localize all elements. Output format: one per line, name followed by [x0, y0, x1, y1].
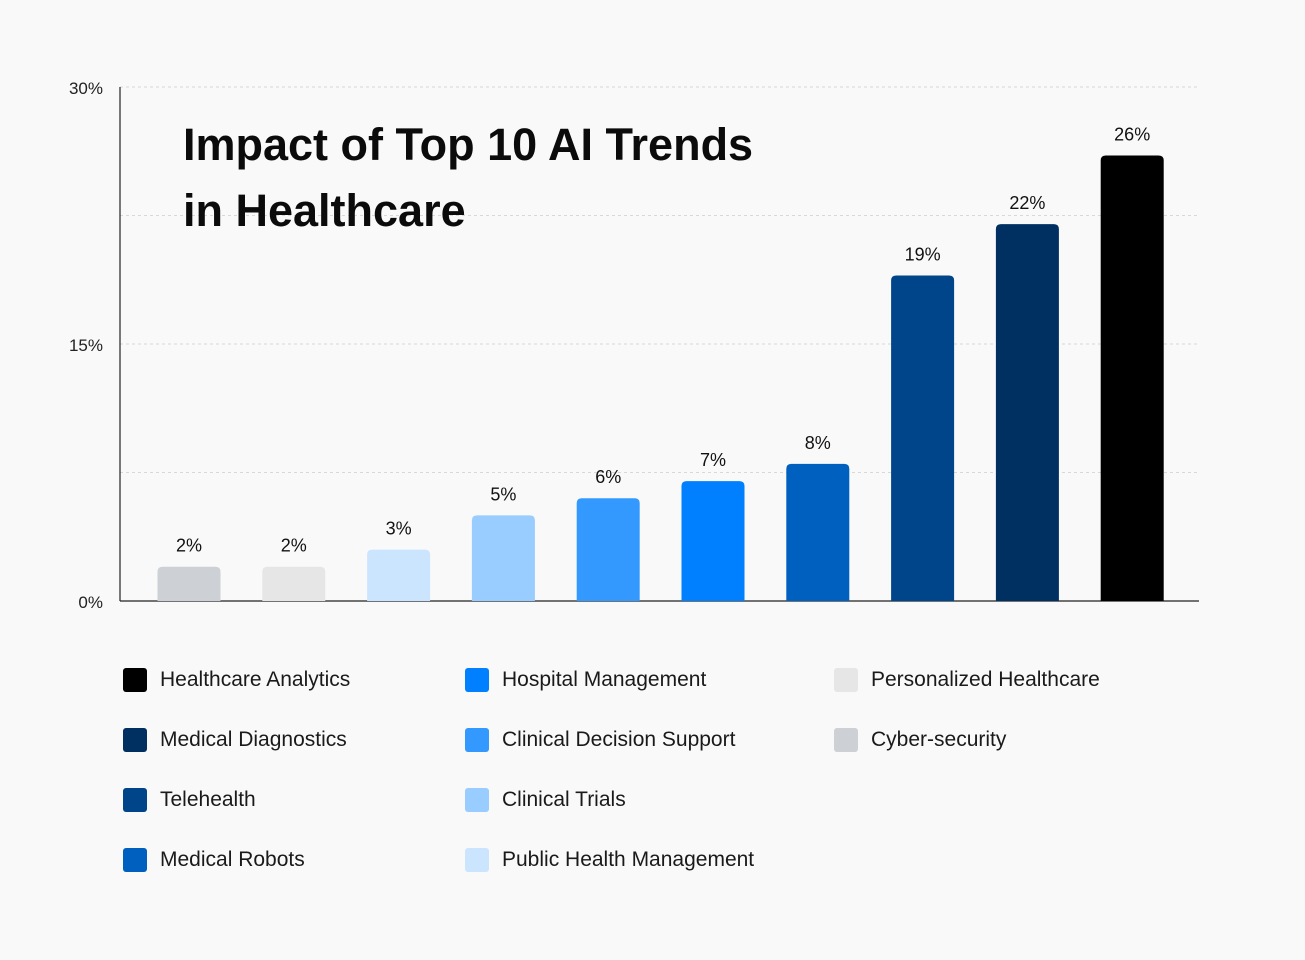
legend-label: Healthcare Analytics	[160, 668, 351, 691]
bar-medical-diagnostics	[995, 224, 1059, 602]
bar-clinical-decision-support	[576, 498, 640, 601]
bar-public-health-management	[367, 549, 431, 601]
data-label: 19%	[905, 244, 941, 264]
legend-label: Cyber-security	[871, 728, 1007, 751]
legend-item: Public Health Management	[465, 848, 754, 872]
chart-title-line-1: Impact of Top 10 AI Trends	[183, 119, 754, 170]
legend-swatch	[834, 668, 858, 692]
legend-item: Telehealth	[123, 788, 256, 812]
legend-label: Telehealth	[160, 788, 256, 811]
legend-swatch	[465, 788, 489, 812]
legend-swatch	[123, 668, 147, 692]
legend-label: Clinical Decision Support	[502, 728, 736, 751]
data-label: 26%	[1114, 125, 1150, 145]
legend-item: Healthcare Analytics	[123, 668, 350, 692]
bar-clinical-trials	[471, 515, 535, 601]
chart-title: Impact of Top 10 AI Trends in Healthcare	[183, 112, 753, 244]
legend-label: Medical Diagnostics	[160, 728, 347, 751]
legend-label: Clinical Trials	[502, 788, 626, 811]
legend-label: Medical Robots	[160, 848, 305, 871]
legend-item: Clinical Trials	[465, 788, 626, 812]
bar-medical-robots	[786, 463, 850, 601]
legend-item: Medical Diagnostics	[123, 728, 347, 752]
data-label: 6%	[595, 467, 621, 487]
legend-swatch	[465, 668, 489, 692]
bar-personalized-healthcare	[262, 566, 326, 601]
bar-cyber-security	[157, 566, 221, 601]
legend-swatch	[123, 848, 147, 872]
data-label: 22%	[1009, 193, 1045, 213]
legend-item: Personalized Healthcare	[834, 668, 1100, 692]
data-label: 7%	[700, 450, 726, 470]
legend-label: Public Health Management	[502, 848, 755, 871]
bar-hospital-management	[681, 481, 745, 601]
legend-swatch	[123, 788, 147, 812]
data-label: 3%	[386, 519, 412, 539]
data-label: 8%	[805, 433, 831, 453]
data-label: 5%	[490, 484, 516, 504]
y-tick-label: 0%	[78, 593, 103, 612]
chart-title-line-2: in Healthcare	[183, 185, 466, 236]
legend-item: Hospital Management	[465, 668, 706, 692]
y-tick-label: 15%	[69, 336, 103, 355]
legend-swatch	[834, 728, 858, 752]
legend-label: Hospital Management	[502, 668, 707, 691]
legend-item: Clinical Decision Support	[465, 728, 735, 752]
legend-item: Medical Robots	[123, 848, 305, 872]
legend-swatch	[465, 728, 489, 752]
legend-swatch	[465, 848, 489, 872]
y-tick-label: 30%	[69, 79, 103, 98]
data-label: 2%	[281, 536, 307, 556]
legend-item: Cyber-security	[834, 728, 1006, 752]
data-label: 2%	[176, 536, 202, 556]
bar-telehealth	[891, 275, 955, 601]
bar-healthcare-analytics	[1100, 155, 1164, 602]
legend-swatch	[123, 728, 147, 752]
legend-label: Personalized Healthcare	[871, 668, 1100, 691]
